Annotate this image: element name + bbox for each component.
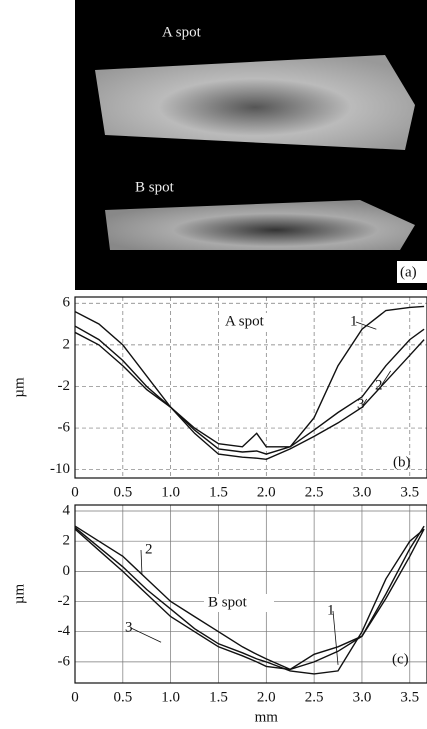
data-line: [75, 325, 425, 455]
series-label: 3: [125, 619, 133, 635]
leader-line: [140, 549, 143, 575]
x-tick-label: 3.5: [400, 689, 419, 705]
y-axis-label: µm: [11, 377, 27, 398]
x-tick-label: 0.5: [113, 689, 132, 705]
annotation: B spot: [208, 594, 248, 610]
panel-label: (a): [400, 264, 417, 280]
leader-line: [355, 321, 377, 330]
x-tick-label: 3.5: [400, 484, 419, 500]
y-tick-label: 2: [63, 533, 71, 549]
x-tick-label: 0: [71, 689, 79, 705]
x-tick-label: 2.0: [257, 689, 276, 705]
data-line: [75, 331, 425, 461]
data-line: [75, 525, 425, 671]
surface-b: [105, 200, 415, 250]
y-tick-label: -10: [50, 461, 70, 477]
x-tick-label: 0: [71, 484, 79, 500]
x-tick-label: 0.5: [113, 484, 132, 500]
y-tick-label: 4: [63, 502, 71, 518]
data-line: [75, 305, 425, 448]
annotation: A spot: [225, 313, 265, 329]
image-panel: A spot B spot (a): [75, 0, 427, 290]
annotation-box: [221, 313, 291, 331]
y-tick-label: -2: [58, 593, 71, 609]
y-tick-label: -6: [58, 653, 71, 669]
y-tick-label: -2: [58, 378, 71, 394]
x-tick-label: 1.5: [209, 689, 228, 705]
x-tick-label: 1.0: [161, 689, 180, 705]
panel-label: (b): [393, 454, 411, 470]
x-tick-label: 3.0: [353, 689, 372, 705]
y-tick-label: -4: [58, 623, 71, 639]
leader-line: [362, 398, 368, 406]
plot-lines: [75, 305, 425, 461]
plot-lines: [75, 525, 425, 675]
spot-label: B spot: [135, 179, 175, 195]
series-label: 1: [327, 602, 335, 618]
spot-label: A spot: [162, 24, 202, 40]
leader-line: [130, 627, 162, 643]
x-tick-label: 3.0: [353, 484, 372, 500]
annotation-box: [204, 594, 274, 612]
y-tick-label: 2: [63, 336, 71, 352]
y-tick-label: -6: [58, 420, 71, 436]
x-tick-label: 1.5: [209, 484, 228, 500]
y-axis-label: µm: [11, 584, 27, 605]
x-axis-label: mm: [255, 709, 279, 725]
plot-frame: [74, 504, 427, 684]
series-label: 3: [357, 396, 365, 412]
y-tick-label: 6: [63, 295, 71, 311]
leader-line: [380, 370, 391, 387]
series-label: 2: [145, 541, 153, 557]
x-tick-label: 2.5: [305, 689, 324, 705]
series-label: 1: [350, 313, 358, 329]
panel-label-box: [397, 261, 427, 283]
y-tick-label: 0: [63, 563, 71, 579]
data-line: [75, 528, 425, 671]
surface-a: [95, 55, 415, 150]
x-tick-label: 1.0: [161, 484, 180, 500]
panel-label: (c): [392, 651, 409, 667]
data-line: [75, 527, 425, 675]
plot-frame: [74, 296, 427, 479]
series-label: 2: [375, 377, 383, 393]
x-tick-label: 2.5: [305, 484, 324, 500]
leader-line: [332, 610, 339, 665]
x-tick-label: 2.0: [257, 484, 276, 500]
